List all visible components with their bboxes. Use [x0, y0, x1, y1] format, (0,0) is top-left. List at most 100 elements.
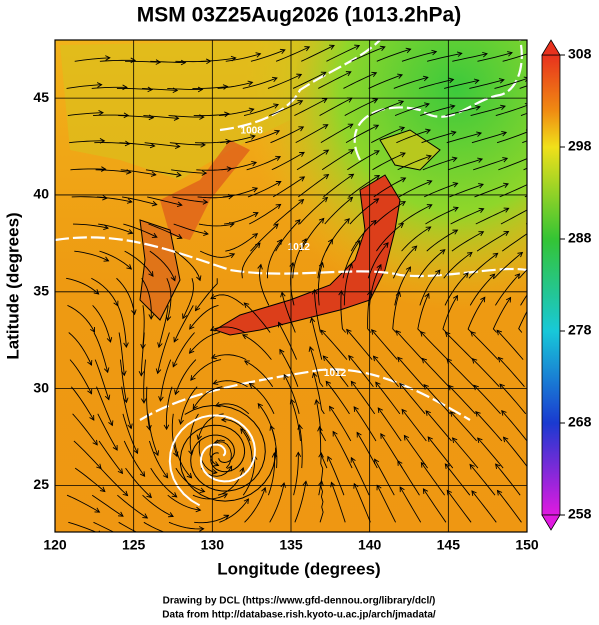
- x-tick-label: 120: [43, 537, 67, 553]
- streamline: [214, 441, 232, 469]
- stream-arrow: [321, 98, 328, 104]
- streamline: [189, 332, 220, 354]
- stream-arrow: [140, 343, 146, 350]
- stream-arrow: [142, 513, 149, 519]
- streamline: [417, 293, 430, 333]
- stream-arrow: [329, 44, 335, 50]
- streamline: [223, 212, 259, 225]
- stream-arrow: [147, 86, 154, 93]
- streamline: [199, 250, 235, 258]
- stream-arrow: [452, 182, 459, 188]
- y-tick-label: 45: [33, 89, 49, 105]
- streamline: [192, 386, 223, 410]
- stream-arrow: [374, 458, 380, 465]
- stream-arrow: [452, 294, 458, 301]
- stream-arrow: [275, 180, 282, 186]
- streamline: [70, 386, 95, 421]
- streamline: [499, 184, 527, 198]
- stream-arrow: [495, 463, 501, 470]
- streamline: [221, 419, 251, 442]
- stream-arrow: [348, 173, 355, 179]
- streamline: [397, 356, 425, 388]
- stream-arrow: [279, 48, 286, 55]
- stream-arrow: [528, 230, 533, 234]
- streamline: [472, 358, 500, 388]
- stream-arrow: [377, 407, 383, 414]
- streamline: [198, 223, 235, 227]
- stream-arrow: [138, 371, 145, 377]
- stream-arrow: [463, 272, 469, 278]
- streamline: [167, 87, 203, 90]
- streamline: [373, 355, 399, 388]
- streamline: [497, 490, 522, 523]
- stream-arrow: [446, 358, 452, 364]
- stream-arrow: [400, 152, 406, 158]
- stream-arrow: [133, 448, 139, 455]
- colorbar-tick-label: 268: [568, 414, 592, 430]
- stream-arrow: [400, 177, 407, 183]
- streamline: [165, 386, 173, 430]
- streamline: [392, 291, 400, 333]
- stream-arrow: [146, 424, 152, 431]
- stream-arrow: [371, 329, 377, 335]
- streamline: [125, 60, 161, 63]
- streamline: [519, 85, 527, 89]
- streamline: [143, 359, 146, 403]
- stream-arrow: [194, 305, 201, 312]
- stream-arrow: [158, 396, 164, 402]
- streamline: [325, 218, 350, 252]
- stream-arrow: [94, 507, 101, 513]
- stream-arrow: [155, 368, 162, 375]
- streamline: [69, 140, 105, 144]
- stream-arrow: [174, 143, 181, 149]
- x-tick-label: 140: [358, 537, 382, 553]
- streamline: [421, 131, 456, 144]
- streamline: [171, 169, 207, 174]
- streamline: [117, 494, 148, 519]
- streamline: [272, 176, 305, 198]
- stream-arrow: [496, 489, 503, 496]
- stream-arrow: [106, 337, 113, 343]
- stream-arrow: [157, 342, 163, 349]
- stream-arrow: [367, 290, 373, 296]
- streamline: [374, 201, 406, 225]
- stream-arrow: [456, 51, 463, 57]
- streamline: [311, 317, 323, 360]
- streamline: [91, 277, 119, 306]
- streamline: [471, 131, 507, 144]
- stream-arrow: [176, 233, 183, 240]
- stream-arrow: [476, 131, 483, 137]
- streamline: [173, 223, 209, 235]
- stream-arrow: [435, 269, 441, 276]
- streamline: [318, 71, 352, 89]
- streamline: [423, 488, 447, 523]
- streamline: [73, 223, 109, 229]
- stream-arrow: [345, 71, 352, 77]
- stream-arrow: [299, 176, 306, 182]
- stream-arrow: [90, 326, 95, 333]
- streamline: [315, 399, 327, 442]
- streamline: [293, 452, 299, 496]
- stream-arrow: [322, 355, 329, 362]
- stream-arrow: [354, 44, 361, 50]
- streamline: [371, 329, 398, 360]
- stream-arrow: [397, 73, 403, 79]
- streamline: [242, 77, 278, 89]
- streamline: [468, 252, 498, 279]
- streamline: [225, 53, 261, 62]
- streamline: [147, 413, 159, 456]
- stream-arrow: [450, 130, 457, 136]
- y-axis-label: Latitude (degrees): [3, 212, 22, 359]
- streamline: [225, 233, 258, 252]
- stream-arrow: [374, 175, 381, 181]
- streamline: [141, 278, 152, 319]
- stream-arrow: [446, 489, 452, 496]
- stream-arrow: [150, 171, 157, 177]
- streamline: [396, 129, 431, 144]
- streamline: [192, 86, 228, 89]
- streamline: [91, 494, 124, 517]
- streamline: [95, 169, 131, 173]
- stream-arrow: [170, 275, 176, 282]
- streamline: [313, 372, 325, 415]
- streamline: [347, 150, 380, 171]
